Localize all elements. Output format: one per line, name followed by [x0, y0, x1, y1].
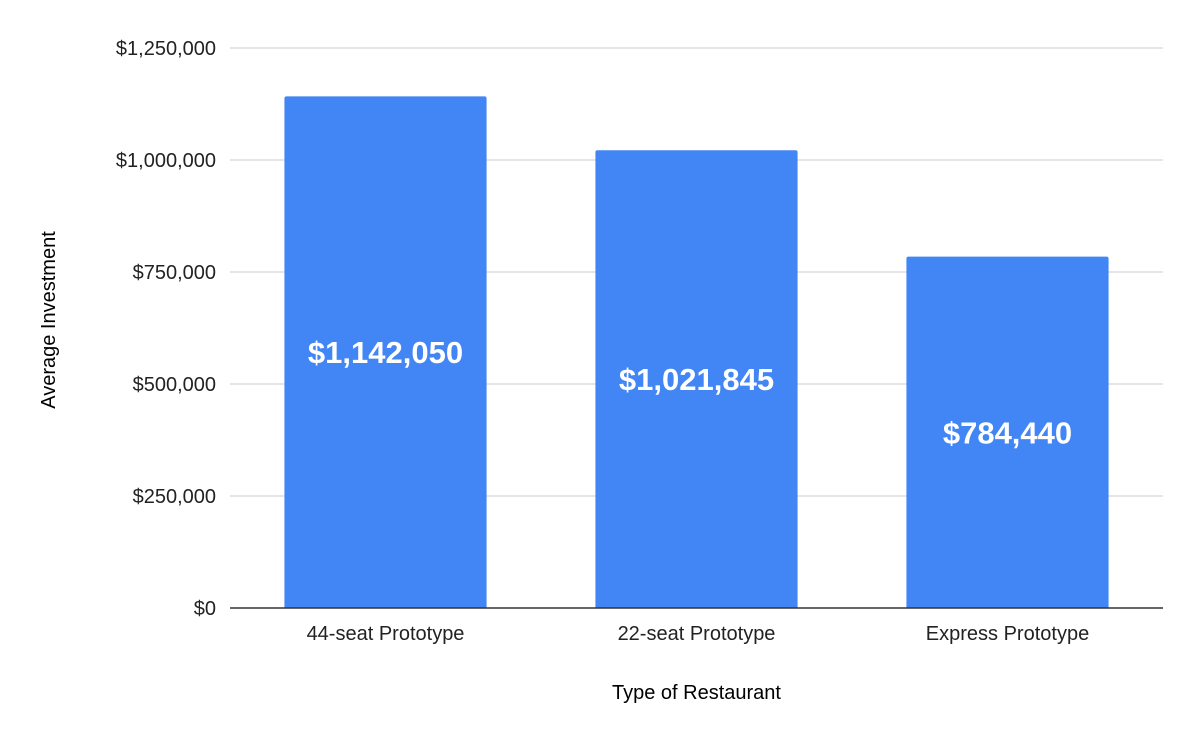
x-tick-label: Express Prototype	[926, 623, 1089, 645]
data-labels: $1,142,050 $1,021,845 $784,440	[308, 335, 1072, 450]
x-axis-title: Type of Restaurant	[612, 682, 781, 704]
y-tick-label: $250,000	[133, 486, 216, 508]
x-tick-label: 22-seat Prototype	[618, 623, 776, 645]
bar	[595, 150, 798, 608]
y-tick-label: $1,250,000	[116, 38, 216, 60]
y-tick-label: $750,000	[133, 262, 216, 284]
bar	[906, 256, 1109, 608]
y-axis-ticks: $0 $250,000 $500,000 $750,000 $1,000,000 $1,2…	[116, 38, 216, 620]
y-tick-label: $500,000	[133, 374, 216, 396]
y-tick-label: $1,000,000	[116, 150, 216, 172]
data-label: $784,440	[943, 415, 1072, 450]
data-label: $1,021,845	[619, 362, 774, 397]
data-label: $1,142,050	[308, 335, 463, 370]
x-axis-ticks: 44-seat Prototype 22-seat Prototype Expres…	[307, 623, 1090, 645]
bar	[284, 96, 487, 608]
bars	[284, 96, 1109, 608]
y-tick-label: $0	[194, 598, 216, 620]
x-tick-label: 44-seat Prototype	[307, 623, 465, 645]
y-axis-title: Average Investment	[38, 231, 60, 409]
